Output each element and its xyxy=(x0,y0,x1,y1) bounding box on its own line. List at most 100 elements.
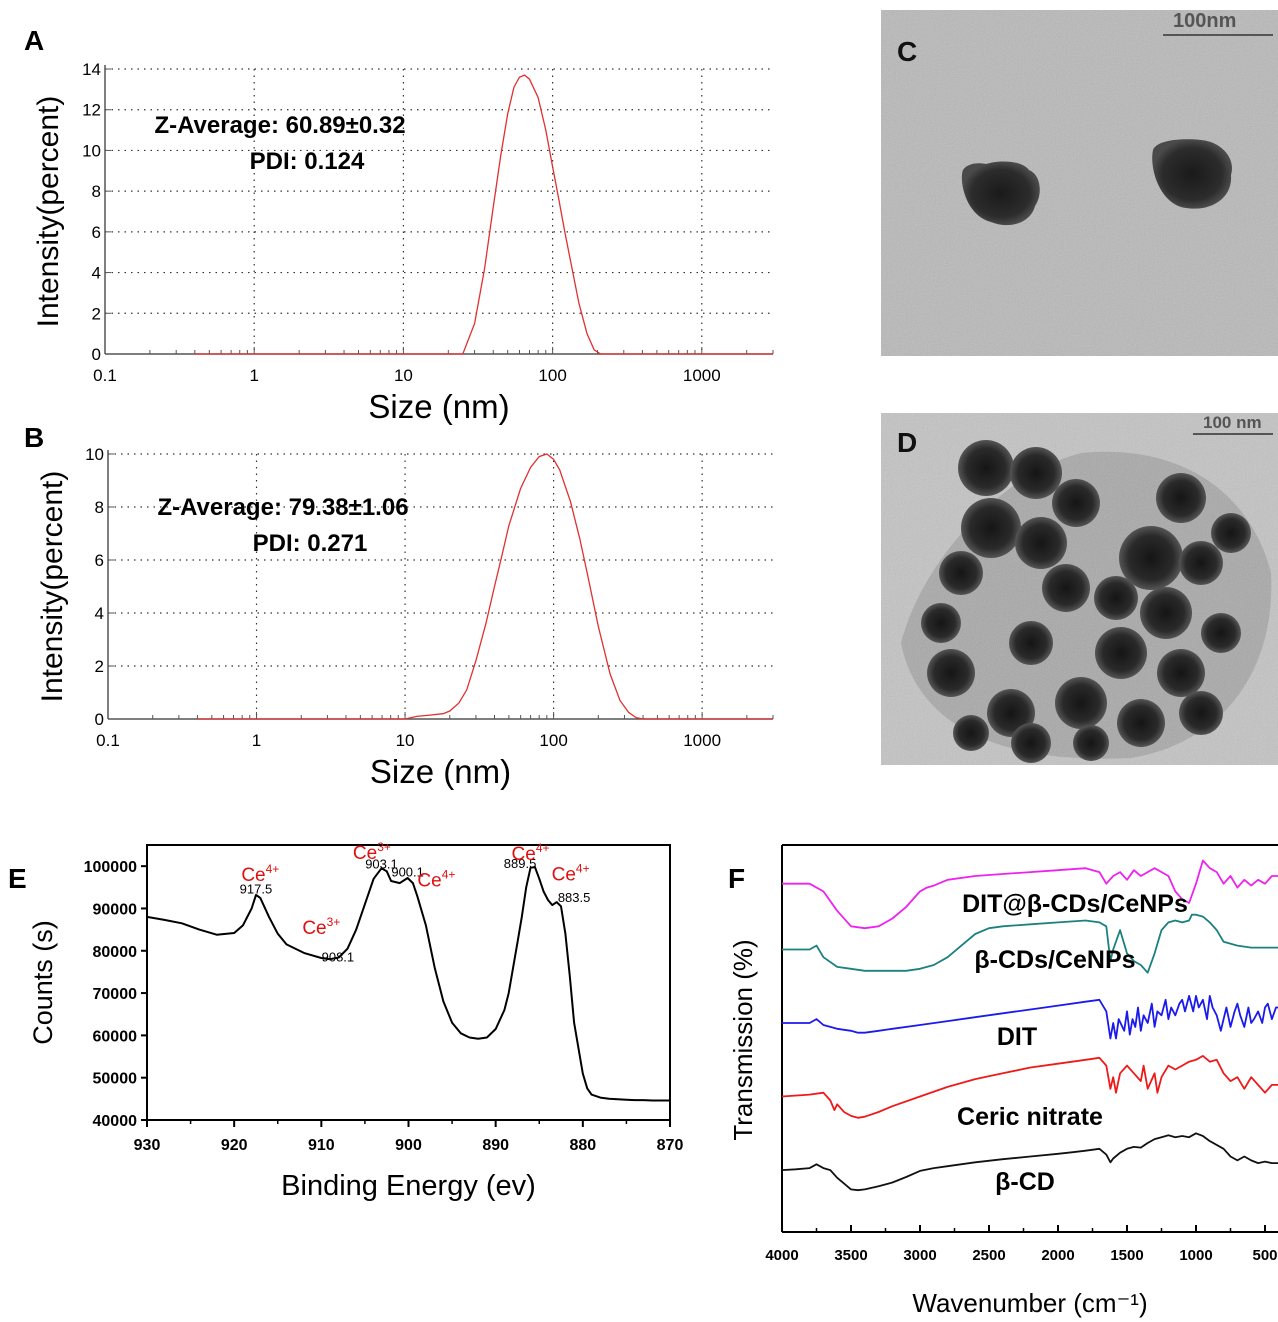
series-label: Ceric nitrate xyxy=(957,1103,1103,1131)
peak-label: 903.1 xyxy=(365,856,398,871)
ftir-spectrum-line xyxy=(782,913,1278,974)
x-tick-label: 3000 xyxy=(903,1247,936,1264)
ftir-spectrum-line xyxy=(781,1132,1278,1192)
species-label-sup: 4+ xyxy=(536,841,550,855)
y-tick-label: 2 xyxy=(95,657,104,676)
x-tick-label: 910 xyxy=(308,1137,335,1154)
size-distribution-line xyxy=(194,74,773,355)
x-tick-label: 1 xyxy=(252,731,261,750)
chart-b: 0 2 4 6 8 10 0.1 1 10 100 1000 Size (nm) Intensity(p… xyxy=(36,445,774,790)
panel-label-f: F xyxy=(728,863,745,894)
y-tick-label: 6 xyxy=(95,551,104,570)
y-tick-label: 90000 xyxy=(93,901,138,918)
species-label: Ce4+ xyxy=(512,841,550,865)
chart-a: 0 2 4 6 8 10 12 14 0.1 1 10 100 1000 Size (nm) Intensi… xyxy=(32,60,774,425)
chart-e: 930 920 910 900 890 880 870 40000 50000 60000 7000… xyxy=(28,840,683,1202)
x-tick-label: 100 xyxy=(539,731,567,750)
species-label: Ce4+ xyxy=(241,862,279,886)
x-tick-label: 0.1 xyxy=(93,366,117,385)
x-tick-label: 1000 xyxy=(683,366,721,385)
peak-label: 908.1 xyxy=(322,949,355,964)
pdi-annotation: PDI: 0.271 xyxy=(253,530,368,557)
x-tick-label: 930 xyxy=(134,1137,161,1154)
peak-label: 883.5 xyxy=(558,890,591,905)
panel-label-a: A xyxy=(24,25,44,56)
y-tick-label: 70000 xyxy=(93,986,138,1003)
species-label: Ce4+ xyxy=(552,862,590,886)
x-axis-title: Size (nm) xyxy=(370,753,511,790)
scale-bar-d xyxy=(1193,433,1273,435)
species-label: Ce4+ xyxy=(417,867,455,891)
x-tick-label: 500 xyxy=(1252,1247,1277,1264)
y-axis-title: Counts (s) xyxy=(28,920,58,1045)
species-label-sup: 4+ xyxy=(442,867,456,881)
y-tick-label: 80000 xyxy=(93,944,138,961)
x-tick-label: 1500 xyxy=(1110,1247,1143,1264)
series-label: DIT xyxy=(997,1023,1037,1051)
y-tick-label: 40000 xyxy=(93,1113,138,1130)
x-tick-label: 100 xyxy=(538,366,566,385)
scale-bar-c xyxy=(1163,34,1273,36)
scale-bar-label-c: 100nm xyxy=(1173,10,1237,32)
z-average-annotation: Z-Average: 60.89±0.32 xyxy=(154,112,405,139)
nanoparticle xyxy=(1152,139,1233,209)
y-axis-title: Transmission (%) xyxy=(728,939,758,1140)
nanoparticle xyxy=(961,161,1040,226)
scale-bar-label-d: 100 nm xyxy=(1203,413,1262,432)
x-tick-label: 1000 xyxy=(683,731,721,750)
nanoparticle-cluster xyxy=(921,440,1251,763)
species-label-sup: 3+ xyxy=(377,840,391,854)
species-label-sup: 4+ xyxy=(576,862,590,876)
x-tick-label: 10 xyxy=(394,366,413,385)
y-tick-label: 0 xyxy=(92,345,101,364)
y-tick-label: 10 xyxy=(82,141,101,160)
peak-label: 900.1 xyxy=(391,865,424,880)
species-label: Ce3+ xyxy=(302,915,340,939)
x-tick-label: 3500 xyxy=(834,1247,867,1264)
chart-f: 4000 3500 3000 2500 2000 1500 1000 500 DIT@β-CDs… xyxy=(728,844,1278,1318)
y-tick-label: 14 xyxy=(82,60,101,79)
y-tick-label: 6 xyxy=(92,223,101,242)
x-tick-label: 2500 xyxy=(972,1247,1005,1264)
y-tick-label: 100000 xyxy=(84,859,137,876)
x-axis-title: Size (nm) xyxy=(368,388,509,425)
peak-label: 917.5 xyxy=(240,882,273,897)
x-tick-label: 1000 xyxy=(1179,1247,1212,1264)
x-tick-label: 0.1 xyxy=(96,731,120,750)
x-tick-label: 900 xyxy=(395,1137,422,1154)
plot-frame xyxy=(146,844,671,1121)
tem-image-d: 100 nm D xyxy=(881,413,1278,765)
pdi-annotation: PDI: 0.124 xyxy=(250,148,365,175)
x-axis-title: Wavenumber (cm⁻¹) xyxy=(912,1288,1147,1318)
y-tick-label: 10 xyxy=(85,445,104,464)
peak-label: 889.5 xyxy=(504,856,537,871)
z-average-annotation: Z-Average: 79.38±1.06 xyxy=(157,494,408,521)
y-tick-label: 8 xyxy=(95,498,104,517)
series-label: β-CD xyxy=(995,1168,1055,1196)
species-label-sup: 3+ xyxy=(327,915,341,929)
y-tick-label: 12 xyxy=(82,101,101,120)
tem-image-c: 100nm C xyxy=(881,10,1278,356)
xps-spectrum-line xyxy=(146,866,670,1102)
x-axis-title: Binding Energy (ev) xyxy=(281,1170,536,1202)
panel-label-c: C xyxy=(897,36,918,67)
ftir-spectrum-line xyxy=(782,859,1278,930)
x-tick-label: 880 xyxy=(569,1137,596,1154)
y-tick-label: 60000 xyxy=(93,1028,138,1045)
panel-label-e: E xyxy=(8,863,27,894)
y-tick-label: 50000 xyxy=(93,1071,138,1088)
y-axis-title: Intensity(percent) xyxy=(36,471,69,703)
series-label: β-CDs/CeNPs xyxy=(974,946,1135,974)
panel-label-d: D xyxy=(897,427,918,458)
ftir-spectrum-line xyxy=(782,995,1278,1040)
x-tick-label: 890 xyxy=(482,1137,509,1154)
x-tick-label: 920 xyxy=(221,1137,248,1154)
x-tick-label: 10 xyxy=(396,731,415,750)
x-tick-label: 870 xyxy=(657,1137,684,1154)
series-label: DIT@β-CDs/CeNPs xyxy=(962,890,1188,918)
y-tick-label: 4 xyxy=(95,604,104,623)
y-tick-label: 0 xyxy=(95,710,104,729)
y-axis-title: Intensity(percent) xyxy=(32,96,65,328)
x-tick-label: 1 xyxy=(249,366,258,385)
